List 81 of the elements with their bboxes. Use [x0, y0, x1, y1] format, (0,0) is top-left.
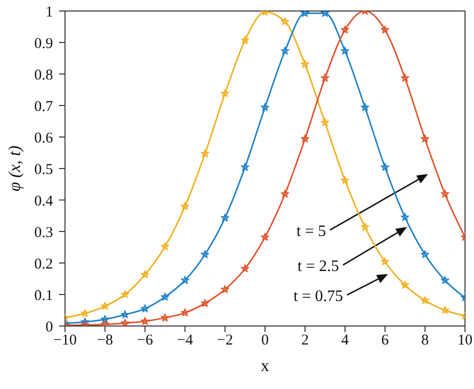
point: [381, 258, 389, 266]
point: [121, 290, 129, 298]
y-tick-label: 0.7: [34, 98, 54, 115]
point: [341, 26, 349, 34]
point: [341, 47, 349, 54]
annotation: t = 5: [296, 223, 326, 240]
x-tick-label: 6: [381, 332, 390, 349]
point: [321, 74, 329, 82]
x-tick-label: −2: [217, 332, 233, 349]
point: [221, 285, 229, 293]
point: [201, 250, 209, 258]
x-tick-label: 0: [261, 332, 269, 349]
x-tick-label: −8: [97, 332, 113, 349]
point: [181, 276, 189, 284]
y-tick-label: 0.3: [34, 224, 53, 241]
point: [321, 118, 329, 126]
point: [101, 320, 109, 326]
y-tick-label: 0: [46, 319, 53, 336]
point: [281, 18, 289, 26]
annotation: t = 2.5: [298, 258, 339, 275]
point: [141, 304, 149, 312]
x-axis-title: x: [260, 356, 270, 375]
point: [81, 309, 89, 317]
x-tick-label: −4: [177, 332, 194, 349]
point: [161, 314, 169, 322]
point: [241, 36, 249, 44]
point: [241, 163, 249, 171]
x-tick-label: 8: [421, 332, 429, 349]
point: [161, 242, 169, 250]
x-tick-label: −6: [137, 332, 154, 349]
x-tick-label: 10: [458, 332, 472, 349]
point: [381, 26, 389, 34]
point: [361, 103, 369, 111]
point: [141, 317, 149, 325]
point: [381, 163, 389, 171]
point: [181, 202, 189, 210]
y-tick-label: 0.4: [34, 193, 54, 210]
y-tick-label: 0.2: [34, 256, 53, 272]
point: [121, 310, 129, 318]
x-tick-label: 4: [341, 332, 350, 349]
point: [361, 223, 369, 230]
point: [101, 302, 109, 310]
point: [281, 190, 289, 198]
x-tick-label: −10: [53, 332, 77, 349]
point: [161, 293, 169, 300]
y-tick-label: 1: [46, 4, 53, 20]
annotation: t = 0.75: [294, 288, 343, 305]
point: [201, 150, 209, 158]
point: [401, 213, 409, 221]
y-tick-label: 0.5: [34, 162, 53, 178]
y-tick-label: 0.1: [34, 288, 53, 304]
point: [341, 176, 349, 184]
point: [441, 190, 449, 198]
point: [261, 103, 269, 111]
point: [221, 90, 229, 97]
point: [401, 74, 409, 82]
point: [221, 214, 229, 222]
point: [421, 134, 429, 142]
point: [301, 11, 309, 17]
point: [401, 281, 409, 288]
point: [121, 319, 129, 326]
point: [181, 308, 189, 316]
point: [421, 250, 429, 258]
y-tick-label: 0.9: [34, 36, 53, 52]
point: [201, 299, 209, 307]
point: [81, 318, 89, 326]
point: [301, 134, 309, 142]
point: [241, 264, 249, 272]
point: [321, 11, 329, 17]
point: [281, 47, 289, 54]
x-tick-label: 2: [301, 332, 309, 349]
y-axis-title: φ (x, t): [5, 145, 24, 192]
y-tick-label: 0.8: [34, 67, 53, 84]
point: [141, 270, 149, 278]
point: [421, 296, 429, 304]
point: [101, 315, 109, 323]
point: [441, 276, 449, 284]
point: [441, 306, 449, 314]
point: [261, 233, 269, 241]
point: [301, 60, 309, 68]
y-tick-label: 0.6: [34, 130, 54, 146]
